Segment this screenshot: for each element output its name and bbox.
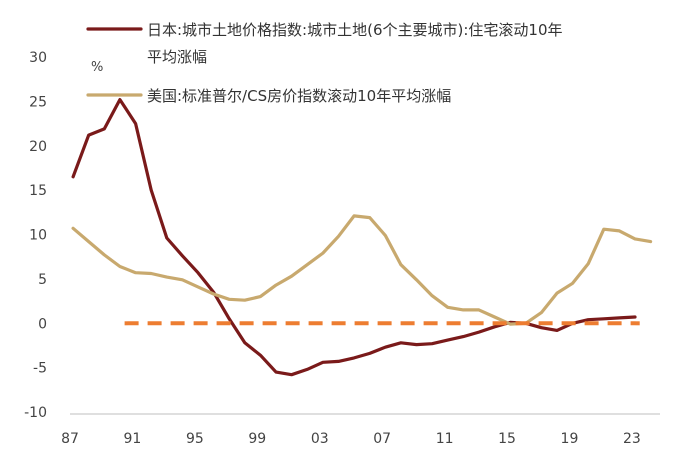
unit-label: % bbox=[91, 60, 103, 75]
series-line-1 bbox=[71, 214, 653, 326]
x-tick-label: 03 bbox=[311, 431, 329, 447]
y-tick-label: 25 bbox=[29, 94, 47, 110]
x-tick-label: 11 bbox=[436, 431, 454, 447]
x-tick-label: 19 bbox=[561, 431, 579, 447]
y-tick-label: 5 bbox=[38, 272, 47, 288]
x-tick-label: 99 bbox=[248, 431, 266, 447]
x-tick-label: 15 bbox=[498, 431, 516, 447]
y-tick-label: -5 bbox=[33, 361, 47, 377]
x-axis: 87 91 95 99 03 07 11 15 19 23 bbox=[61, 413, 660, 447]
y-tick-label: 15 bbox=[29, 183, 47, 199]
x-tick-label: 23 bbox=[623, 431, 641, 447]
x-tick-label: 91 bbox=[124, 431, 142, 447]
legend: 日本:城市土地价格指数:城市土地(6个主要城市):住宅滚动10年平均涨幅美国:标… bbox=[86, 21, 563, 105]
x-tick-label: 87 bbox=[61, 431, 79, 447]
y-tick-label: -10 bbox=[24, 405, 47, 421]
legend-label: 美国:标准普尔/CS房价指数滚动10年平均涨幅 bbox=[147, 87, 451, 105]
y-tick-label: 30 bbox=[29, 50, 47, 66]
series-line-0 bbox=[71, 97, 637, 377]
y-tick-label: 20 bbox=[29, 139, 47, 155]
x-tick-label: 07 bbox=[373, 431, 391, 447]
x-tick-label: 95 bbox=[186, 431, 204, 447]
series-layer bbox=[71, 97, 653, 377]
y-tick-label: 0 bbox=[38, 316, 47, 332]
y-tick-label: 10 bbox=[29, 228, 47, 244]
legend-label: 日本:城市土地价格指数:城市土地(6个主要城市):住宅滚动10年 bbox=[147, 21, 563, 39]
legend-label: 平均涨幅 bbox=[147, 48, 207, 66]
y-axis: -10 -5 0 5 10 15 20 25 30 bbox=[24, 50, 47, 421]
